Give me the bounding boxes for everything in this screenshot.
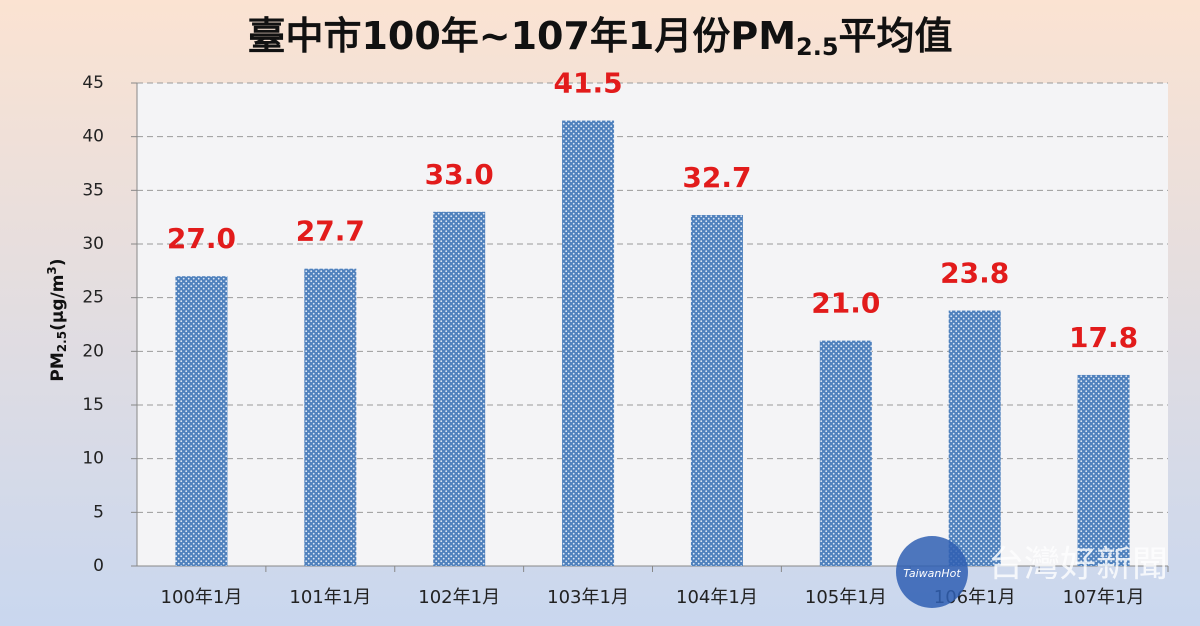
ylabel-part: (μg/m xyxy=(48,275,68,331)
x-tick-label: 103年1月 xyxy=(547,587,629,608)
x-tick-label: 105年1月 xyxy=(805,587,887,608)
x-tick-label: 107年1月 xyxy=(1063,587,1145,608)
ylabel-part: ) xyxy=(48,258,68,266)
bar xyxy=(304,268,357,566)
bar xyxy=(819,340,872,566)
watermark-logo-text: TaiwanHot xyxy=(903,567,961,580)
watermark: TaiwanHot 台灣好新聞 xyxy=(896,536,1168,608)
y-tick-label: 25 xyxy=(82,288,104,308)
bar xyxy=(562,120,615,567)
title-end: 平均值 xyxy=(839,14,953,58)
data-label: 23.8 xyxy=(940,257,1009,290)
plot-area xyxy=(137,83,1168,566)
data-label: 17.8 xyxy=(1069,321,1138,354)
watermark-name: 台灣好新聞 xyxy=(988,544,1168,585)
data-label: 27.7 xyxy=(296,215,365,248)
data-label: 41.5 xyxy=(554,67,623,100)
y-tick-label: 40 xyxy=(82,127,104,147)
x-tick-label: 104年1月 xyxy=(676,587,758,608)
y-tick-label: 35 xyxy=(82,180,104,200)
title-main: 臺中市100年~107年1月份PM xyxy=(247,14,796,58)
title-sub: 2.5 xyxy=(796,33,839,61)
ylabel-part: PM xyxy=(48,352,68,381)
ylabel-sub: 2.5 xyxy=(55,331,69,352)
y-tick-label: 15 xyxy=(82,395,104,415)
y-axis-label: PM2.5(μg/m3) xyxy=(45,258,69,381)
x-tick-label: 100年1月 xyxy=(161,587,243,608)
bar xyxy=(1077,374,1130,566)
bar xyxy=(175,276,228,566)
y-tick-label: 10 xyxy=(82,449,104,469)
y-tick-label: 20 xyxy=(82,341,104,361)
x-tick-label: 101年1月 xyxy=(289,587,371,608)
data-label: 27.0 xyxy=(167,222,236,255)
y-tick-label: 5 xyxy=(93,502,104,522)
x-tick-label: 102年1月 xyxy=(418,587,500,608)
data-label: 33.0 xyxy=(425,158,494,191)
bar xyxy=(948,310,1001,566)
bar xyxy=(433,211,486,567)
ylabel-sup: 3 xyxy=(45,266,59,274)
watermark-logo xyxy=(896,536,968,608)
bar xyxy=(690,215,743,566)
y-tick-label: 30 xyxy=(82,234,104,254)
y-tick-label: 0 xyxy=(93,556,104,576)
data-label: 21.0 xyxy=(811,287,880,320)
chart-title: 臺中市100年~107年1月份PM2.5平均值 xyxy=(247,14,952,62)
data-label: 32.7 xyxy=(682,161,751,194)
y-tick-label: 45 xyxy=(82,73,104,93)
